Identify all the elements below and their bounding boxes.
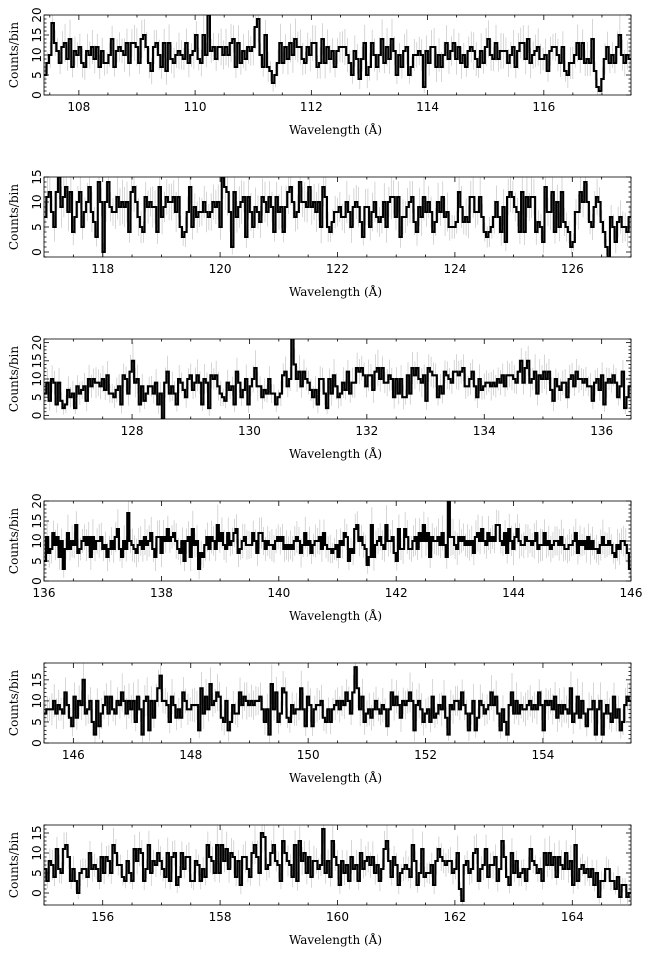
y-tick-label: 0 xyxy=(30,577,44,585)
x-tick-label: 160 xyxy=(326,910,349,924)
x-tick-label: 130 xyxy=(238,424,261,438)
y-tick-label: 20 xyxy=(30,335,44,350)
x-axis-title: Wavelength (Å) xyxy=(289,608,382,623)
y-tick-label: 15 xyxy=(30,27,44,42)
x-tick-label: 110 xyxy=(184,100,207,114)
x-tick-label: 124 xyxy=(443,262,466,276)
y-axis-title: Counts/bin xyxy=(7,832,21,898)
y-tick-label: 0 xyxy=(30,412,44,420)
y-tick-label: 20 xyxy=(30,493,44,508)
x-tick-label: 150 xyxy=(297,748,320,762)
y-tick-label: 15 xyxy=(30,672,44,687)
y-axis-title: Counts/bin xyxy=(7,508,21,574)
x-axis-title: Wavelength (Å) xyxy=(289,446,382,461)
plot-area xyxy=(44,339,631,419)
panel-6: 156 158 160 162 164 0 5 10 15 Wavelength (Å) Count… xyxy=(7,824,632,947)
x-tick-label: 136 xyxy=(33,586,56,600)
plot-area xyxy=(44,663,631,743)
y-tick-label: 5 xyxy=(30,393,44,401)
y-axis-title: Counts/bin xyxy=(7,346,21,412)
y-tick-label: 10 xyxy=(30,533,44,548)
panel-4: 136 138 140 142 144 146 0 5 10 15 20 Wavelength (Å)… xyxy=(7,493,643,623)
series-line xyxy=(44,666,631,736)
series-line xyxy=(44,177,631,257)
error-bars xyxy=(44,15,631,95)
y-tick-label: 5 xyxy=(30,869,44,877)
x-axis-title: Wavelength (Å) xyxy=(289,770,382,785)
x-axis-title: Wavelength (Å) xyxy=(289,932,382,947)
y-tick-label: 10 xyxy=(30,845,44,860)
plot-area xyxy=(44,15,631,95)
y-tick-label: 10 xyxy=(30,194,44,209)
x-tick-label: 120 xyxy=(209,262,232,276)
series-line xyxy=(44,827,631,903)
x-tick-label: 136 xyxy=(590,424,613,438)
panel-5: 146 148 150 152 154 0 5 10 15 Wavelength (Å) Count… xyxy=(7,662,632,785)
x-tick-label: 128 xyxy=(121,424,144,438)
x-tick-label: 144 xyxy=(502,586,525,600)
y-axis-title: Counts/bin xyxy=(7,22,21,88)
y-tick-label: 5 xyxy=(30,223,44,231)
error-bars xyxy=(44,177,631,257)
x-tick-label: 114 xyxy=(416,100,439,114)
y-tick-label: 10 xyxy=(30,693,44,708)
y-axis-title: Counts/bin xyxy=(7,184,21,250)
panel-2: 118 120 122 124 126 0 5 10 15 Wavelength (Å) Count… xyxy=(7,169,632,299)
x-tick-label: 118 xyxy=(91,262,114,276)
y-tick-label: 0 xyxy=(30,889,44,897)
y-tick-label: 20 xyxy=(30,7,44,22)
error-bars xyxy=(44,501,631,580)
x-tick-label: 156 xyxy=(91,910,114,924)
x-tick-label: 164 xyxy=(561,910,584,924)
x-tick-label: 154 xyxy=(531,748,554,762)
y-tick-label: 0 xyxy=(30,248,44,256)
x-tick-label: 108 xyxy=(67,100,90,114)
x-tick-label: 122 xyxy=(326,262,349,276)
x-tick-label: 158 xyxy=(209,910,232,924)
panel-3: 128 130 132 134 136 0 5 10 15 20 Wavelength (Å) Cou… xyxy=(7,335,632,461)
panel-1: 108 110 112 114 116 0 5 10 15 20 Wavelength (Å) Cou… xyxy=(7,7,632,137)
x-tick-label: 132 xyxy=(355,424,378,438)
x-tick-label: 140 xyxy=(267,586,290,600)
series-line xyxy=(44,339,631,419)
series-line xyxy=(44,501,631,571)
y-tick-label: 5 xyxy=(30,71,44,79)
plot-area xyxy=(44,501,631,580)
x-tick-label: 116 xyxy=(532,100,555,114)
y-tick-label: 15 xyxy=(30,169,44,184)
y-tick-label: 15 xyxy=(30,825,44,840)
y-tick-label: 10 xyxy=(30,47,44,62)
x-tick-label: 146 xyxy=(62,748,85,762)
x-tick-label: 142 xyxy=(385,586,408,600)
plot-area xyxy=(44,825,631,905)
series-line xyxy=(44,15,631,93)
y-axis-title: Counts/bin xyxy=(7,670,21,736)
x-axis-title: Wavelength (Å) xyxy=(289,122,382,137)
plot-area xyxy=(44,177,631,257)
x-tick-label: 112 xyxy=(300,100,323,114)
y-tick-label: 10 xyxy=(30,371,44,386)
x-tick-label: 138 xyxy=(150,586,173,600)
x-tick-label: 126 xyxy=(561,262,584,276)
x-tick-label: 152 xyxy=(414,748,437,762)
x-tick-label: 162 xyxy=(443,910,466,924)
y-tick-label: 5 xyxy=(30,557,44,565)
x-tick-label: 148 xyxy=(179,748,202,762)
y-tick-label: 0 xyxy=(30,91,44,99)
x-axis-title: Wavelength (Å) xyxy=(289,284,382,299)
x-tick-label: 134 xyxy=(473,424,496,438)
y-tick-label: 15 xyxy=(30,353,44,368)
y-tick-label: 15 xyxy=(30,513,44,528)
y-tick-label: 0 xyxy=(30,739,44,747)
x-tick-label: 146 xyxy=(620,586,643,600)
y-tick-label: 5 xyxy=(30,718,44,726)
